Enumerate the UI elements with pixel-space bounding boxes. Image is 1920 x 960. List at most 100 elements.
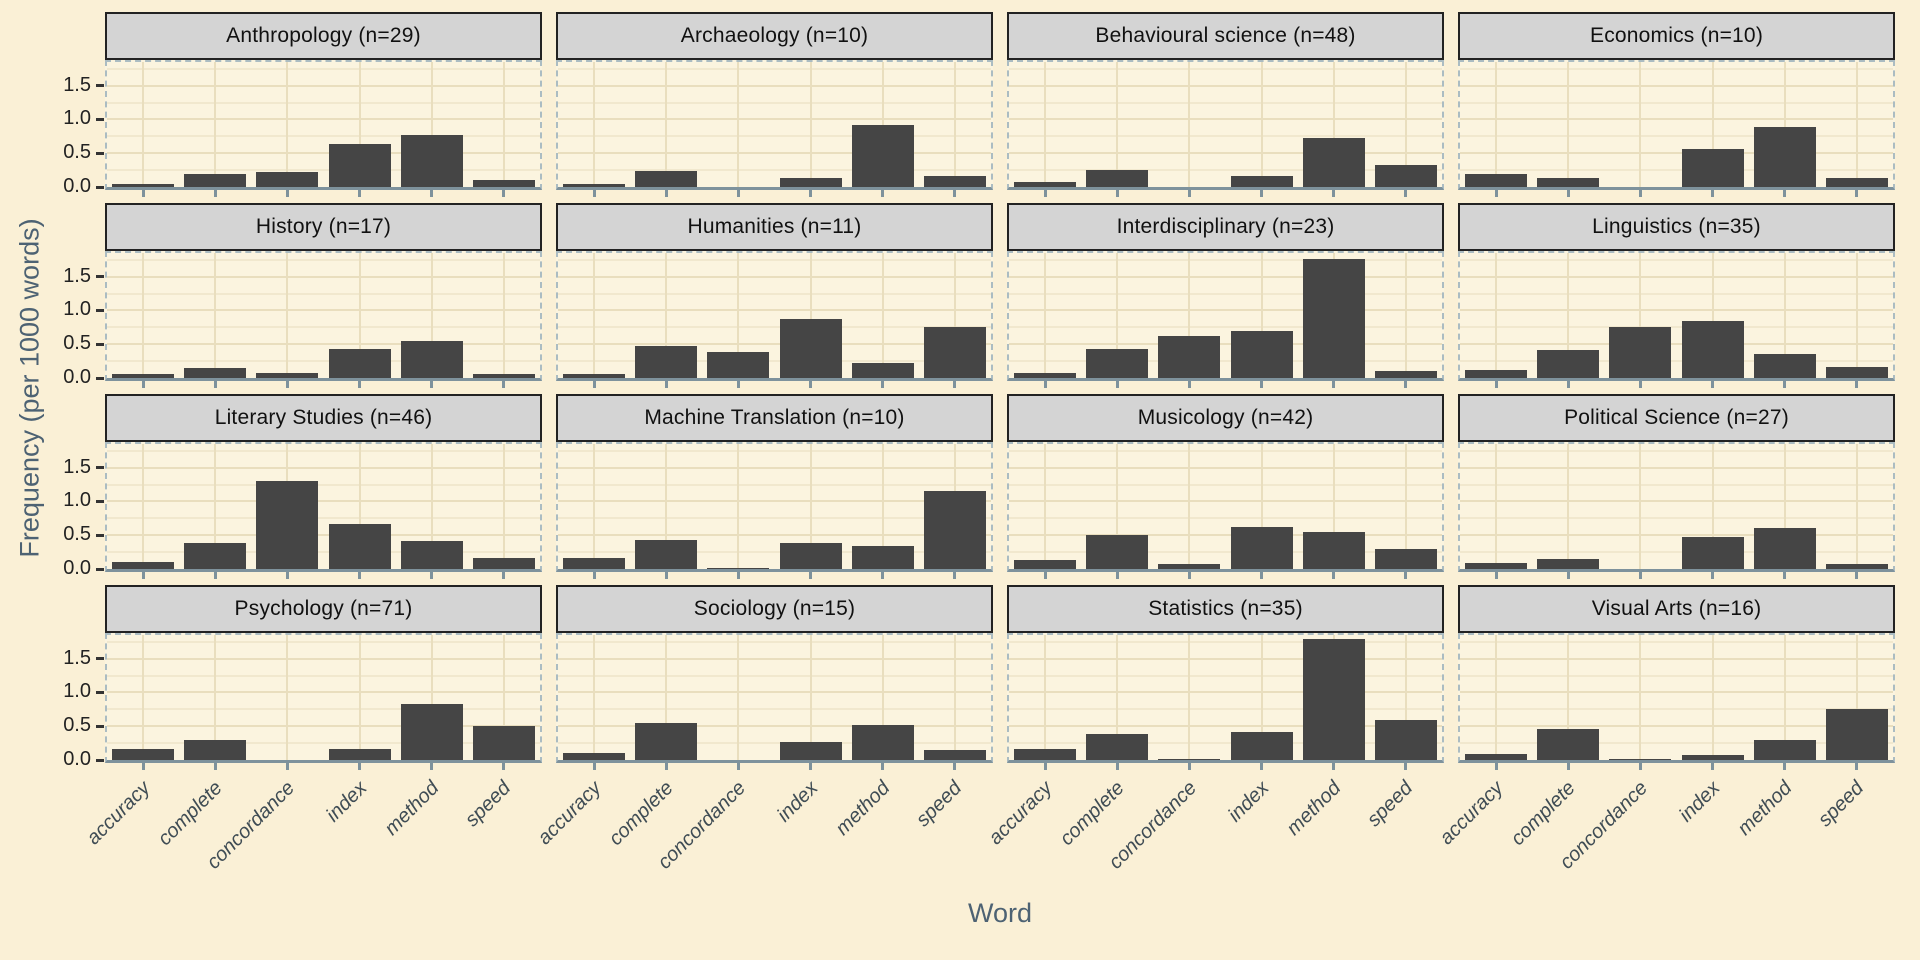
gridline xyxy=(665,62,668,187)
gridline xyxy=(430,62,433,187)
gridline xyxy=(1711,62,1714,187)
x-tick xyxy=(430,763,434,770)
facet-plot xyxy=(1458,633,1895,763)
gridline xyxy=(1460,152,1893,155)
gridline xyxy=(142,253,145,378)
x-axis-title: Word xyxy=(967,898,1033,928)
bar-complete xyxy=(635,345,698,378)
gridline xyxy=(1460,169,1893,172)
facet-panel: Political Science (n=27) xyxy=(1458,394,1895,579)
x-tick xyxy=(1494,572,1498,579)
gridline xyxy=(1116,62,1119,187)
gridline xyxy=(809,444,812,569)
gridline xyxy=(1404,635,1407,760)
x-tick xyxy=(285,381,289,388)
x-tick xyxy=(141,190,145,197)
gridline xyxy=(430,253,433,378)
facet-strip: Anthropology (n=29) xyxy=(105,12,542,60)
gridline xyxy=(1260,253,1263,378)
gridline xyxy=(1460,466,1893,469)
y-tick-label: 1.5 xyxy=(63,73,91,96)
gridline xyxy=(1460,708,1893,711)
gridline xyxy=(809,62,812,187)
y-tick xyxy=(96,533,104,537)
gridline xyxy=(593,62,596,187)
bar-speed xyxy=(1825,366,1888,378)
x-tick xyxy=(213,763,217,770)
x-tick xyxy=(1260,763,1264,770)
x-tick xyxy=(1855,381,1859,388)
facet-panel: Archaeology (n=10) xyxy=(556,12,993,197)
facet-strip: Linguistics (n=35) xyxy=(1458,203,1895,251)
x-tick xyxy=(1711,763,1715,770)
gridline xyxy=(1460,258,1893,261)
gridline xyxy=(1009,551,1442,554)
gridline xyxy=(107,742,540,745)
x-tick xyxy=(213,572,217,579)
x-tick xyxy=(285,572,289,579)
facet-title: Visual Arts (n=16) xyxy=(1591,597,1762,620)
gridline xyxy=(1460,309,1893,312)
gridline xyxy=(358,444,361,569)
facet-title: Interdisciplinary (n=23) xyxy=(1116,215,1335,238)
bar-complete xyxy=(1086,733,1149,760)
y-tick xyxy=(96,151,104,155)
x-tick xyxy=(1043,381,1047,388)
x-tick-label: method xyxy=(380,777,444,840)
y-tick-label: 1.0 xyxy=(63,107,91,130)
gridline xyxy=(502,253,505,378)
x-tick xyxy=(592,381,596,388)
facet-strip: Political Science (n=27) xyxy=(1458,394,1895,442)
bar-concordance xyxy=(1609,758,1672,760)
bar-speed xyxy=(923,176,986,187)
gridline xyxy=(1711,444,1714,569)
facet-plot xyxy=(105,251,542,381)
x-tick xyxy=(1404,190,1408,197)
bar-concordance xyxy=(256,372,319,378)
gridline xyxy=(1460,101,1893,104)
bar-speed xyxy=(923,749,986,760)
gridline xyxy=(1855,444,1858,569)
gridline xyxy=(558,517,991,520)
gridline xyxy=(558,534,991,537)
gridline xyxy=(1639,444,1642,569)
gridline xyxy=(737,635,740,760)
x-tick xyxy=(881,190,885,197)
gridline xyxy=(1188,444,1191,569)
gridline xyxy=(1783,635,1786,760)
gridline xyxy=(430,635,433,760)
facet-plot xyxy=(1458,442,1895,572)
gridline xyxy=(1783,253,1786,378)
facet-plot xyxy=(556,442,993,572)
gridline xyxy=(107,84,540,87)
gridline xyxy=(107,708,540,711)
bar-accuracy xyxy=(1465,562,1528,569)
x-tick-label: index xyxy=(321,777,372,827)
gridline xyxy=(1460,517,1893,520)
bar-complete xyxy=(1086,535,1149,569)
gridline xyxy=(358,253,361,378)
gridline xyxy=(1332,62,1335,187)
gridline xyxy=(881,253,884,378)
x-tick xyxy=(736,381,740,388)
facet-title: Archaeology (n=10) xyxy=(680,24,869,47)
bar-complete xyxy=(184,542,247,569)
x-tick xyxy=(502,381,506,388)
x-tick xyxy=(1711,381,1715,388)
x-tick xyxy=(1855,190,1859,197)
gridline xyxy=(558,500,991,503)
bar-index xyxy=(1681,148,1744,187)
x-tick xyxy=(1115,381,1119,388)
bar-accuracy xyxy=(112,373,175,378)
facet-strip: Literary Studies (n=46) xyxy=(105,394,542,442)
bar-speed xyxy=(923,327,986,378)
gridline xyxy=(358,62,361,187)
x-tick-label: complete xyxy=(604,777,678,850)
x-tick xyxy=(358,381,362,388)
gridline xyxy=(593,253,596,378)
bar-speed xyxy=(472,557,535,569)
bar-method xyxy=(1302,531,1365,569)
gridline xyxy=(1639,253,1642,378)
gridline xyxy=(1009,275,1442,278)
